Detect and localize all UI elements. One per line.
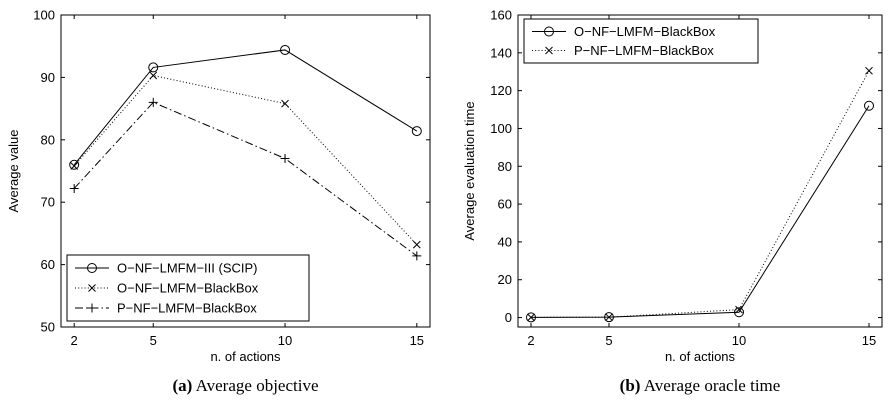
legend-label: O−NF−LMFM−III (SCIP) (117, 261, 258, 276)
data-point-circle (69, 159, 80, 170)
legend-box (523, 18, 759, 64)
data-point-plus (148, 97, 158, 107)
series-line (73, 101, 418, 257)
data-point-x (605, 313, 613, 322)
series-1 (70, 71, 421, 249)
y-tick-label: 70 (41, 195, 55, 210)
legend: O−NF−LMFM−BlackBox P−NF−LMFM−BlackBox (523, 18, 759, 64)
data-point-circle (526, 312, 536, 323)
x-tick-label: 2 (71, 333, 78, 348)
data-point-x (281, 99, 289, 108)
panel-caption: (a) Average objective (172, 376, 318, 395)
y-tick-label: 100 (33, 8, 55, 23)
y-tick-label: 60 (41, 257, 55, 272)
y-axis-label: Average value (6, 130, 21, 213)
series-line (73, 49, 418, 166)
panel-average-oracle-time: 2 5 10 15 0 20 40 60 80 100 120 140 160 n. of actions… (462, 8, 883, 395)
x-axis-label: n. of actions (210, 349, 281, 364)
legend-marker-circle (544, 26, 554, 37)
legend-marker-plus (87, 303, 97, 313)
x-tick-label: 15 (862, 333, 876, 348)
caption-tag: (a) (172, 376, 192, 395)
caption-tag: (b) (620, 376, 641, 395)
x-tick-label: 10 (732, 333, 746, 348)
y-tick-label: 120 (490, 83, 512, 98)
data-point-x (70, 162, 79, 170)
data-point-x (527, 313, 535, 322)
legend: O−NF−LMFM−III (SCIP) O−NF−LMFM−BlackBox P−… (66, 254, 310, 322)
series-0 (69, 44, 422, 170)
data-point-x (149, 71, 158, 80)
data-point-circle (734, 307, 744, 318)
series-line (530, 70, 870, 318)
data-point-plus (280, 154, 290, 164)
data-point-x (865, 66, 873, 75)
y-tick-label: 20 (498, 272, 512, 287)
y-tick-label: 0 (505, 310, 512, 325)
legend-label: P−NF−LMFM−BlackBox (117, 301, 257, 316)
legend-label: O−NF−LMFM−BlackBox (117, 281, 259, 296)
series-1 (527, 66, 873, 322)
y-tick-label: 100 (490, 121, 512, 136)
y-tick-label: 40 (498, 234, 512, 249)
x-tick-label: 5 (605, 333, 612, 348)
y-tick-label: 90 (41, 70, 55, 85)
x-tick-label: 5 (150, 333, 157, 348)
data-point-plus (69, 183, 79, 193)
legend-marker-x (88, 284, 96, 292)
data-point-x (735, 305, 743, 314)
series-0 (526, 100, 874, 323)
panel-caption: (b) Average oracle time (620, 376, 781, 395)
x-tick-label: 10 (278, 333, 292, 348)
legend-label: O−NF−LMFM−BlackBox (574, 24, 716, 39)
data-point-plus (412, 251, 422, 261)
panel-average-objective: 2 5 10 15 50 60 70 80 90 100 n. of actions Average … (6, 8, 431, 395)
series-2 (69, 97, 422, 261)
data-point-circle (411, 126, 422, 137)
y-tick-label: 160 (490, 8, 512, 23)
y-axis-label: Average evaluation time (462, 101, 477, 240)
x-tick-label: 2 (527, 333, 534, 348)
legend-marker-x (545, 46, 553, 55)
legend-label: P−NF−LMFM−BlackBox (574, 43, 714, 58)
plot-frame (517, 14, 883, 328)
y-tick-label: 140 (490, 45, 512, 60)
legend-marker-circle (87, 263, 97, 273)
data-point-circle (280, 44, 291, 55)
x-axis-label: n. of actions (665, 349, 736, 364)
caption-title: Average oracle time (644, 376, 781, 395)
series-line (530, 105, 870, 318)
y-tick-label: 50 (41, 320, 55, 335)
y-tick-label: 80 (41, 132, 55, 147)
y-tick-label: 80 (498, 159, 512, 174)
data-point-circle (604, 312, 614, 323)
caption-title: Average objective (196, 376, 319, 395)
data-point-circle (864, 100, 874, 111)
y-tick-label: 60 (498, 197, 512, 212)
x-tick-label: 15 (410, 333, 424, 348)
data-point-x (412, 240, 421, 249)
data-point-circle (148, 62, 159, 73)
plot-frame (60, 14, 431, 328)
